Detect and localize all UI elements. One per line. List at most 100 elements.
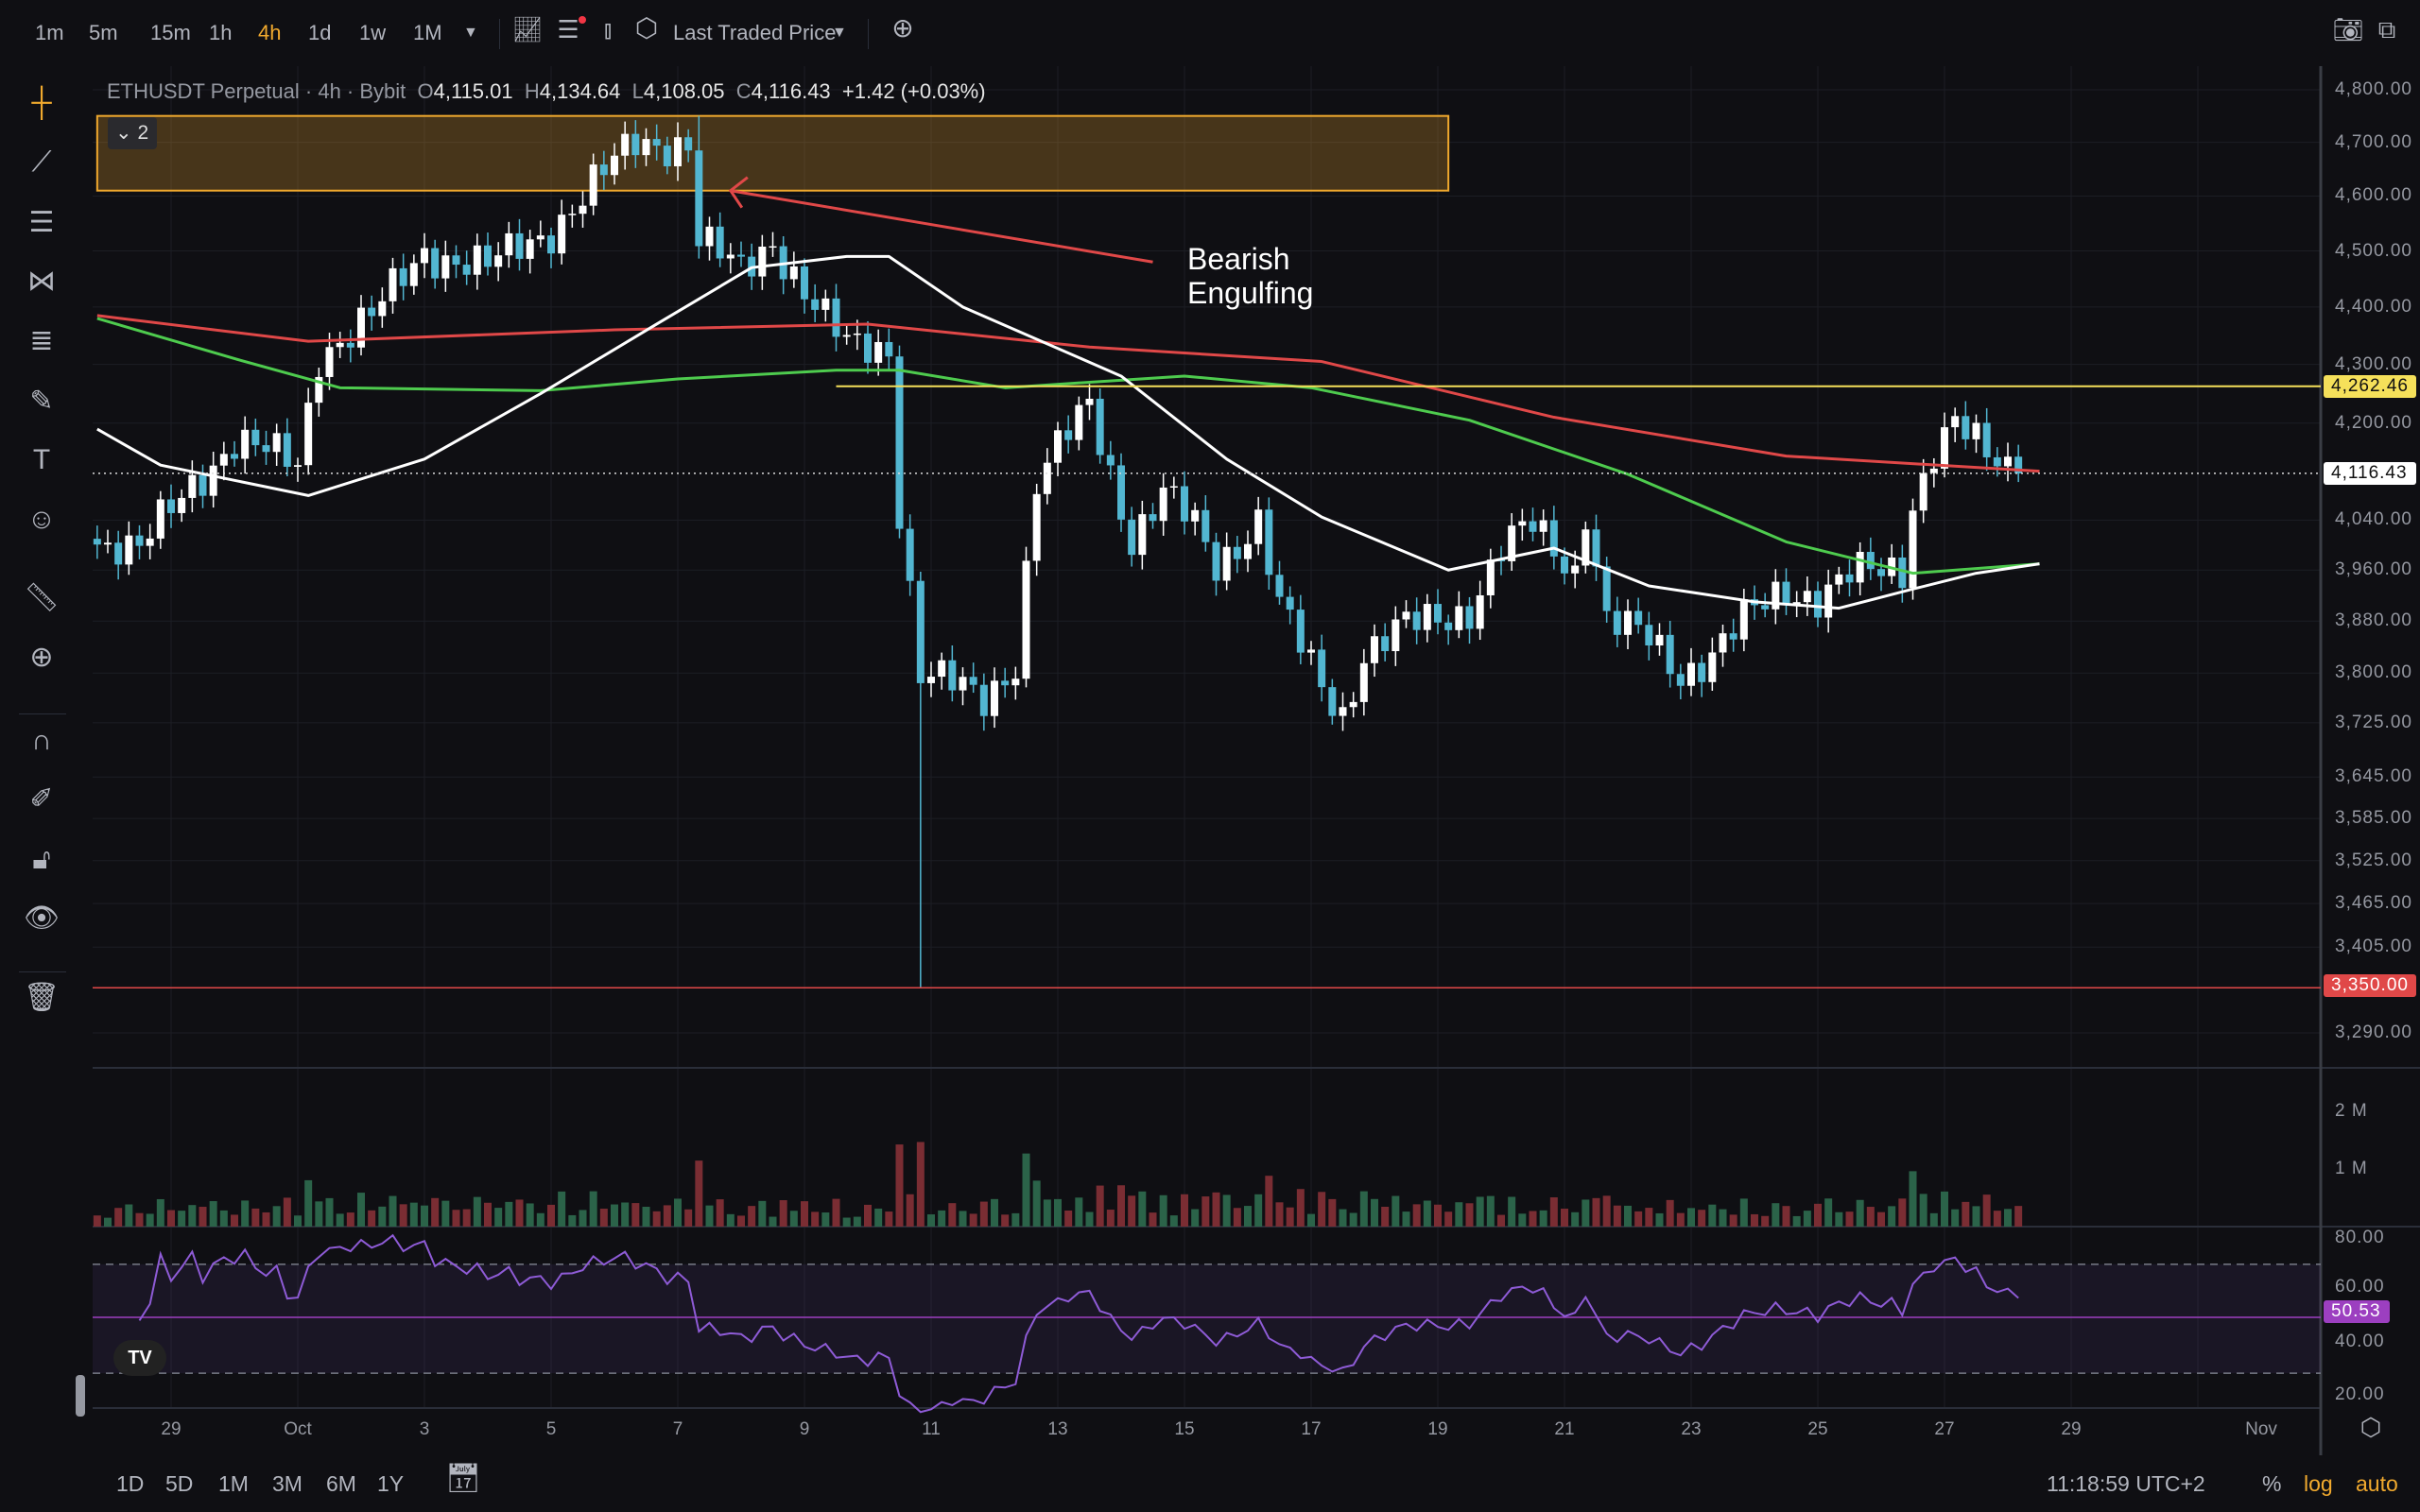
timeframe-1M[interactable]: 1M — [413, 21, 442, 44]
volume-bar — [1898, 1198, 1907, 1227]
range-6M[interactable]: 6M — [326, 1471, 356, 1496]
candle-body — [515, 232, 524, 259]
hexagon-settings-icon[interactable]: ⬡ — [634, 13, 659, 43]
indicator-collapse-button[interactable]: ⌄ 2 — [108, 117, 157, 149]
range-1M[interactable]: 1M — [218, 1471, 249, 1496]
volume-bar — [1128, 1195, 1136, 1227]
volume-bar — [1075, 1197, 1083, 1227]
volume-bar — [178, 1211, 186, 1227]
range-5D[interactable]: 5D — [165, 1471, 194, 1496]
candle-body — [1233, 546, 1241, 559]
volume-bar — [1191, 1209, 1200, 1227]
ruler-icon[interactable]: 📏︎ — [23, 582, 60, 613]
timeframe-dropdown-icon[interactable]: ▼ — [463, 25, 478, 41]
date-label: 17 — [1301, 1419, 1322, 1439]
volume-bar — [1486, 1195, 1495, 1227]
candle-body — [1772, 581, 1780, 610]
range-1Y[interactable]: 1Y — [377, 1471, 405, 1496]
range-3M[interactable]: 3M — [272, 1471, 302, 1496]
indicators-icon[interactable]: 📈︎ — [511, 15, 544, 43]
rsi-line — [138, 1233, 2019, 1414]
timeframe-1w[interactable]: 1w — [359, 21, 387, 44]
candle-body — [1486, 559, 1495, 595]
eye-icon[interactable]: 👁︎ — [23, 902, 60, 934]
candle-body — [674, 137, 682, 166]
volume-bar — [1634, 1211, 1643, 1227]
timeframe-4h[interactable]: 4h — [258, 21, 282, 44]
candle-body — [1898, 557, 1907, 589]
volume-bar — [1359, 1191, 1368, 1227]
horizontal-lines-icon[interactable]: ☰ — [28, 207, 55, 238]
tradingview-logo[interactable]: TV — [113, 1340, 166, 1376]
high-value: 4,134.64 — [539, 79, 621, 103]
volume-bar — [409, 1202, 418, 1227]
volume-bar — [1434, 1204, 1442, 1227]
candle-body — [1919, 472, 1927, 511]
volume-bar — [1571, 1211, 1580, 1227]
calendar-icon[interactable]: 📅︎ — [444, 1463, 482, 1494]
candle-body — [325, 347, 334, 377]
timeframe-1m[interactable]: 1m — [35, 21, 64, 44]
candle-body — [1655, 634, 1664, 646]
price-tick: 3,525.00 — [2335, 850, 2412, 870]
timeframe-5m[interactable]: 5m — [89, 21, 118, 44]
volume-bar — [473, 1196, 481, 1227]
timeframe-1h[interactable]: 1h — [209, 21, 233, 44]
brush-icon[interactable]: ✎ — [29, 386, 54, 417]
fullscreen-icon[interactable]: ⧉ — [2377, 15, 2396, 43]
symbol-info[interactable]: ETHUSDT Perpetual · 4h · Bybit — [107, 79, 406, 103]
candle-body — [1582, 529, 1590, 566]
axis-settings-icon[interactable]: ⬡ — [2360, 1413, 2382, 1441]
trash-icon[interactable]: 🗑︎ — [23, 982, 60, 1013]
volume-bar — [1328, 1198, 1337, 1227]
candle-body — [821, 298, 830, 310]
candle-body — [346, 342, 354, 348]
lock-drawing-icon[interactable]: ✐ — [29, 783, 54, 815]
candle-type-icon[interactable]: ⫾ — [603, 15, 613, 43]
unlock-icon[interactable]: 🔓︎ — [32, 844, 51, 875]
auto-toggle[interactable]: auto — [2356, 1471, 2398, 1496]
candle-body — [874, 341, 883, 363]
text-icon[interactable]: T — [32, 444, 51, 475]
trend-line-icon[interactable]: ⟋ — [31, 146, 52, 178]
range-1D[interactable]: 1D — [116, 1471, 145, 1496]
volume-bar — [1518, 1213, 1527, 1227]
candle-body — [568, 214, 577, 215]
bearish-engulfing-note[interactable]: Bearish Engulfing — [1187, 242, 1313, 310]
candle-body — [1877, 569, 1885, 576]
log-toggle[interactable]: log — [2304, 1471, 2333, 1496]
volume-bar — [1739, 1198, 1748, 1227]
sidebar-collapse-handle[interactable] — [76, 1375, 85, 1417]
volume-bar — [1866, 1207, 1875, 1227]
candle-body — [178, 497, 186, 513]
emoji-icon[interactable]: ☺ — [26, 504, 57, 535]
volume-bar — [1085, 1211, 1094, 1227]
arrow-head — [728, 176, 749, 209]
percent-toggle[interactable]: % — [2262, 1471, 2282, 1496]
candle-body — [283, 433, 291, 467]
crosshair-icon[interactable]: ┼ — [31, 87, 52, 118]
pattern-icon[interactable]: ⋈ — [27, 266, 56, 297]
fib-icon[interactable]: ≣ — [29, 325, 54, 356]
volume-tick: 2 M — [2335, 1101, 2368, 1121]
volume-bar — [1845, 1211, 1854, 1227]
magnet-icon[interactable]: ∩ — [31, 725, 52, 756]
volume-bar — [125, 1204, 133, 1227]
price-source-dropdown-icon[interactable]: ▼ — [832, 25, 847, 41]
volume-bar — [262, 1211, 270, 1227]
chart-settings-icon[interactable]: ☰ — [557, 15, 579, 43]
date-label: 7 — [672, 1419, 683, 1439]
zoom-in-icon[interactable]: ⊕ — [29, 642, 54, 673]
candle-body — [716, 226, 724, 259]
camera-icon[interactable]: 📷︎ — [2332, 15, 2364, 43]
candle-body — [1212, 541, 1220, 581]
timeframe-1d[interactable]: 1d — [308, 21, 332, 44]
price-source-select[interactable]: Last Traded Price — [673, 21, 837, 44]
timeframe-15m[interactable]: 15m — [150, 21, 191, 44]
clock[interactable]: 11:18:59 UTC+2 — [2047, 1471, 2205, 1496]
add-icon[interactable]: ⊕ — [891, 13, 914, 43]
ma-fast-line — [96, 254, 2040, 610]
candle-body — [1064, 430, 1073, 440]
volume-bar — [272, 1206, 281, 1227]
